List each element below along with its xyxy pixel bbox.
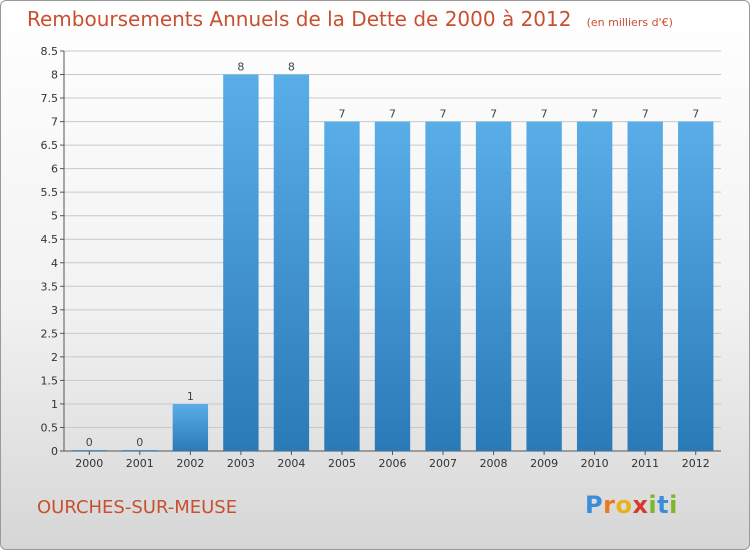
y-tick-label: 4.5 — [41, 233, 59, 246]
chart-subtitle: (en milliers d'€) — [586, 16, 673, 29]
x-tick-label: 2006 — [379, 457, 407, 470]
y-tick-label: 5 — [51, 210, 58, 223]
data-label: 8 — [288, 61, 295, 74]
x-tick-label: 2001 — [126, 457, 154, 470]
bars — [71, 74, 714, 452]
y-tick-label: 5.5 — [41, 186, 59, 199]
commune-name: OURCHES-SUR-MEUSE — [37, 497, 238, 518]
bar-2011 — [627, 121, 663, 452]
chart-title: Remboursements Annuels de la Dette de 20… — [27, 7, 572, 31]
bar-2000 — [71, 450, 107, 451]
logo-letter: i — [648, 491, 658, 519]
bar-2007 — [425, 121, 461, 452]
x-tick-label: 2009 — [530, 457, 558, 470]
data-label: 7 — [692, 108, 699, 121]
bar-2010 — [576, 121, 613, 452]
data-label: 7 — [642, 108, 649, 121]
x-tick-label: 2003 — [227, 457, 255, 470]
x-tick-label: 2004 — [277, 457, 305, 470]
y-tick-label: 4 — [51, 257, 58, 270]
y-tick-label: 3 — [51, 304, 58, 317]
data-label: 7 — [389, 108, 396, 121]
logo-letter: o — [615, 491, 633, 519]
data-label: 7 — [490, 108, 497, 121]
y-tick-label: 7 — [51, 116, 58, 129]
bar-2012 — [678, 121, 714, 452]
x-tick-label: 2002 — [176, 457, 204, 470]
y-tick-label: 8 — [51, 69, 58, 82]
logo-letter: x — [632, 491, 649, 519]
x-tick-label: 2007 — [429, 457, 457, 470]
data-label: 7 — [541, 108, 548, 121]
proxiti-logo: Proxiti — [585, 491, 678, 519]
logo-letter: P — [585, 491, 604, 519]
y-tick-label: 3.5 — [41, 280, 59, 293]
x-tick-label: 2011 — [631, 457, 659, 470]
y-tick-label: 0 — [51, 445, 58, 458]
y-tick-label: 7.5 — [41, 92, 59, 105]
bar-2002 — [172, 403, 209, 451]
labels: 2000 0 2001 0 2002 1 2003 8 2004 8 2005 7 2006 7 2007 7… — [75, 61, 709, 470]
data-label: 7 — [338, 108, 345, 121]
x-tick-label: 2005 — [328, 457, 356, 470]
bar-2001 — [122, 450, 158, 451]
bar-2006 — [374, 121, 411, 452]
logo-letter: r — [603, 491, 616, 519]
y-tick-label: 1.5 — [41, 374, 59, 387]
y-tick-label: 6.5 — [41, 139, 59, 152]
y-tick-label: 1 — [51, 398, 58, 411]
x-tick-label: 2012 — [682, 457, 710, 470]
data-label: 7 — [440, 108, 447, 121]
y-tick-label: 0.5 — [41, 421, 59, 434]
data-label: 7 — [591, 108, 598, 121]
data-label: 8 — [237, 61, 244, 74]
y-tick-label: 2.5 — [41, 327, 59, 340]
bar-2009 — [526, 121, 562, 452]
bar-2003 — [223, 74, 259, 451]
data-label: 1 — [187, 390, 194, 403]
title-row: Remboursements Annuels de la Dette de 20… — [27, 7, 673, 31]
x-tick-label: 2000 — [75, 457, 103, 470]
logo-letter: t — [657, 491, 670, 519]
bar-2005 — [324, 121, 360, 452]
data-label: 0 — [136, 436, 143, 449]
y-tick-label: 2 — [51, 351, 58, 364]
bar-2008 — [475, 121, 512, 452]
data-label: 0 — [86, 436, 93, 449]
logo-letter: i — [669, 491, 678, 519]
x-tick-label: 2008 — [480, 457, 508, 470]
bar-2004 — [273, 74, 310, 451]
y-tick-label: 8.5 — [41, 45, 59, 58]
x-tick-label: 2010 — [581, 457, 609, 470]
y-tick-label: 6 — [51, 163, 58, 176]
